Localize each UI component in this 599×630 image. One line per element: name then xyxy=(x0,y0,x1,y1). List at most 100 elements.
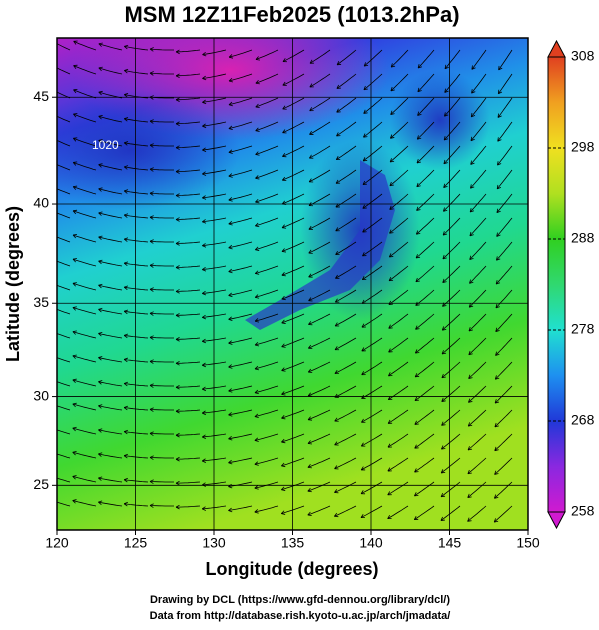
streamline-arrow xyxy=(228,292,233,298)
streamline xyxy=(494,433,513,451)
streamline-arrow xyxy=(175,169,180,174)
streamline xyxy=(496,169,513,190)
streamline xyxy=(361,361,383,376)
streamline-arrow xyxy=(388,348,393,353)
streamline xyxy=(124,310,149,315)
streamline xyxy=(149,48,174,51)
streamline-arrow xyxy=(308,249,313,254)
streamline-arrow xyxy=(417,111,422,116)
streamline-arrow xyxy=(202,99,207,105)
streamline xyxy=(334,337,357,351)
streamline-arrow xyxy=(416,159,422,164)
streamline-arrow xyxy=(281,176,287,182)
streamline-arrow xyxy=(361,371,366,376)
streamline xyxy=(468,385,487,403)
streamline xyxy=(124,407,149,411)
colorbar-extend-top xyxy=(547,39,566,58)
streamline-arrow xyxy=(389,229,394,234)
streamline-arrow xyxy=(98,332,103,337)
streamline xyxy=(124,214,149,219)
streamline xyxy=(497,97,513,118)
streamline xyxy=(255,169,279,179)
streamline xyxy=(335,217,357,232)
colorbar-tick-label: 298 xyxy=(571,139,595,155)
streamline-arrow xyxy=(414,444,419,449)
streamline-arrow xyxy=(175,289,180,294)
streamline-arrow xyxy=(496,256,501,261)
streamline-arrow xyxy=(468,398,473,403)
streamline-arrow xyxy=(442,231,448,236)
streamline xyxy=(309,73,331,88)
streamline xyxy=(98,236,123,243)
streamline xyxy=(254,361,279,370)
streamline xyxy=(124,190,149,195)
streamline xyxy=(470,169,487,189)
streamline xyxy=(360,505,383,518)
colorbar-extend-bottom xyxy=(547,511,566,530)
streamline xyxy=(308,289,331,302)
streamline xyxy=(494,457,513,475)
streamline xyxy=(73,162,97,171)
streamline-arrow xyxy=(495,280,501,285)
streamline xyxy=(469,241,487,260)
streamline-arrow xyxy=(334,346,340,351)
streamline xyxy=(176,241,201,244)
streamline-arrow xyxy=(48,257,52,261)
streamline xyxy=(336,49,357,66)
streamline xyxy=(149,72,174,75)
streamline-arrow xyxy=(202,338,207,344)
streamline xyxy=(363,97,383,114)
streamline xyxy=(228,265,253,272)
streamline-arrow xyxy=(281,438,286,444)
streamline-arrow xyxy=(387,443,393,448)
footer: Drawing by DCL (https://www.gfd-dennou.o… xyxy=(150,594,450,606)
streamline xyxy=(149,385,174,387)
streamline-arrow xyxy=(387,419,393,424)
streamline-arrow xyxy=(335,155,341,161)
streamline-arrow xyxy=(307,464,312,469)
streamline xyxy=(176,217,201,220)
streamline xyxy=(255,73,279,84)
streamline-arrow xyxy=(336,108,341,113)
streamline-arrow xyxy=(72,426,77,432)
streamline xyxy=(73,40,97,51)
streamline-arrow xyxy=(255,222,260,228)
streamline xyxy=(228,217,253,225)
streamline xyxy=(228,73,253,82)
streamline-arrow xyxy=(336,84,341,89)
streamline-arrow xyxy=(149,503,154,508)
streamline xyxy=(57,453,71,459)
streamline xyxy=(417,73,435,93)
colorbar-tick-label: 278 xyxy=(571,321,595,337)
streamline-arrow xyxy=(149,71,154,76)
streamline-arrow xyxy=(441,373,446,379)
streamline-arrow xyxy=(388,253,394,258)
streamline-arrow xyxy=(123,333,129,339)
streamline-arrow xyxy=(98,211,103,216)
streamline-arrow xyxy=(467,422,473,427)
streamline-arrow xyxy=(360,514,365,519)
streamline-arrow xyxy=(390,110,395,115)
streamline-arrow xyxy=(282,105,287,110)
streamline xyxy=(228,433,253,440)
streamline-arrow xyxy=(281,272,286,277)
streamline-arrow xyxy=(442,254,447,260)
streamline xyxy=(57,501,71,507)
streamline-arrow xyxy=(228,364,233,369)
streamline xyxy=(307,457,331,468)
streamline xyxy=(254,385,279,394)
streamline-arrow xyxy=(469,279,474,284)
streamline-arrow xyxy=(441,397,446,402)
streamline xyxy=(149,337,174,339)
streamline-arrow xyxy=(175,217,180,222)
streamline-arrow xyxy=(494,446,499,452)
streamline-arrow xyxy=(440,492,446,498)
streamline-arrow xyxy=(47,426,51,430)
streamline-arrow xyxy=(175,265,180,270)
streamline-arrow xyxy=(124,44,129,50)
streamline xyxy=(498,49,513,71)
streamline-arrow xyxy=(495,303,500,309)
streamline xyxy=(255,337,279,346)
streamline-arrow xyxy=(390,86,395,92)
streamline xyxy=(389,217,409,234)
